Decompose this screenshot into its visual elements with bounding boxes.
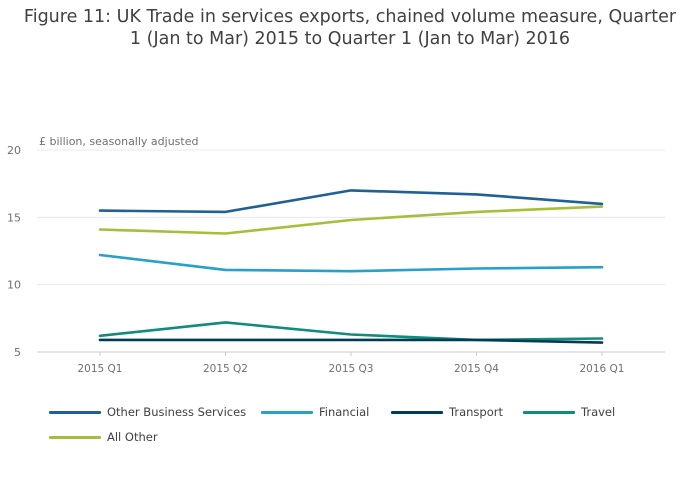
series-line-other-business-services — [98, 189, 604, 214]
x-tick-label: 2015 Q2 — [203, 363, 248, 375]
legend-label: All Other — [107, 430, 158, 444]
y-tick-label: 15 — [7, 211, 21, 224]
x-tick-label: 2015 Q1 — [77, 363, 122, 375]
legend-label: Other Business Services — [107, 405, 247, 419]
x-tick-label: 2015 Q3 — [328, 363, 373, 375]
series-line-financial — [98, 253, 604, 273]
legend-label: Financial — [319, 405, 370, 419]
legend-item[interactable]: Financial — [261, 405, 369, 419]
y-axis-label: £ billion, seasonally adjusted — [39, 135, 199, 148]
legend-item[interactable]: Travel — [523, 405, 615, 419]
series-line-all-other — [98, 205, 604, 235]
legend-swatch — [391, 410, 443, 414]
legend-swatch — [49, 435, 101, 439]
series-line-travel — [98, 321, 604, 342]
series-line-transport — [98, 338, 604, 344]
y-tick-label: 20 — [7, 144, 21, 157]
legend-item[interactable]: Other Business Services — [49, 405, 246, 419]
legend-swatch — [523, 410, 575, 414]
legend-label: Travel — [581, 405, 616, 419]
legend-item[interactable]: Transport — [391, 405, 503, 419]
chart-title-line-2: 1 (Jan to Mar) 2015 to Quarter 1 (Jan to… — [129, 29, 571, 49]
chart-title: Figure 11: UK Trade in services exports,… — [0, 6, 700, 50]
legend-swatch — [49, 410, 101, 414]
y-tick-label: 5 — [14, 346, 21, 359]
x-tick-label: 2016 Q1 — [579, 363, 624, 375]
chart-title-line-1: Figure 11: UK Trade in services exports,… — [23, 7, 677, 27]
legend-swatch — [261, 410, 313, 414]
legend-item[interactable]: All Other — [49, 430, 158, 444]
legend-label: Transport — [449, 405, 503, 419]
y-tick-label: 10 — [7, 279, 21, 292]
x-tick-label: 2015 Q4 — [454, 363, 499, 375]
